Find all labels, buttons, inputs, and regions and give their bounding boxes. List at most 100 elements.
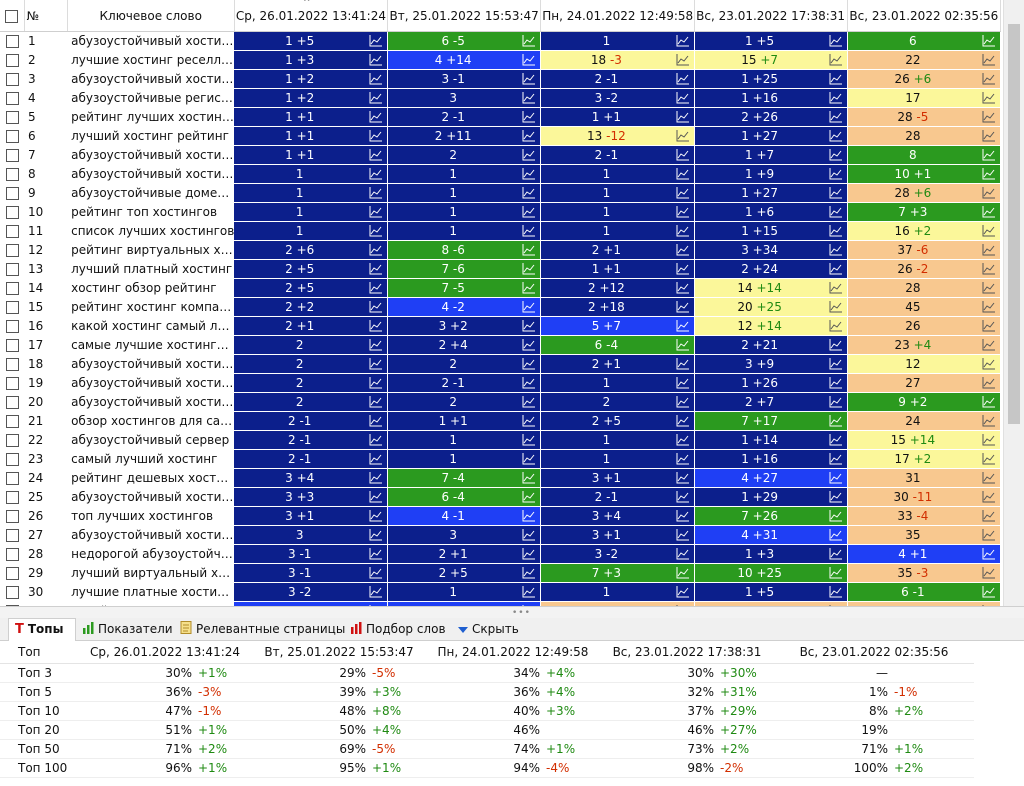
trend-chart-icon[interactable] [676,129,690,142]
keyword-cell[interactable]: абузоустойчивый хостинг vps [67,145,235,165]
row-checkbox[interactable] [5,396,19,409]
trend-chart-icon[interactable] [369,585,383,598]
row-checkbox[interactable] [5,320,19,333]
position-cell[interactable]: 1 +7 [694,145,848,165]
hide-panel-button[interactable]: Скрыть [452,619,526,639]
position-cell[interactable]: 1 +25 [694,69,848,89]
table-row[interactable]: 30 лучшие платные хостинги 3 -2 1 1 1 +5 6 -1 [0,582,1002,602]
position-cell[interactable]: 1 [234,202,389,222]
position-cell[interactable]: 3 +3 [234,487,389,507]
position-cell[interactable]: 1 +15 [694,221,848,241]
position-cell[interactable]: 4 +27 [694,468,848,488]
row-checkbox-cell[interactable] [0,221,25,241]
position-cell[interactable]: 1 [540,164,695,184]
row-checkbox-cell[interactable] [0,487,25,507]
trend-chart-icon[interactable] [982,110,996,123]
keyword-cell[interactable]: хостинг обзор рейтинг [67,278,235,298]
position-cell[interactable]: 1 [387,221,542,241]
trend-chart-icon[interactable] [369,547,383,560]
position-cell[interactable]: 2 -1 [387,107,542,127]
trend-chart-icon[interactable] [829,395,843,408]
position-cell[interactable]: 8 [847,145,1002,165]
position-cell[interactable]: 3 [234,525,389,545]
row-checkbox-cell[interactable] [0,316,25,336]
trend-chart-icon[interactable] [369,243,383,256]
trend-chart-icon[interactable] [829,490,843,503]
position-cell[interactable]: 1 +5 [694,582,848,602]
trend-chart-icon[interactable] [369,186,383,199]
trend-chart-icon[interactable] [829,509,843,522]
table-row[interactable]: 11 список лучших хостингов 1 1 1 1 +15 16 +2 [0,221,1002,241]
row-checkbox-cell[interactable] [0,240,25,260]
keyword-cell[interactable]: рейтинг хостинг компаний [67,297,235,317]
row-checkbox[interactable] [5,111,19,124]
trend-chart-icon[interactable] [369,300,383,313]
column-header-date-4[interactable]: Вс, 23.01.2022 17:38:31 [694,0,848,32]
trend-chart-icon[interactable] [522,566,536,579]
trend-chart-icon[interactable] [829,585,843,598]
keyword-cell[interactable]: абузоустойчивый хостинг купить [67,487,235,507]
keyword-cell[interactable]: лучшие хостинг реселлеры [67,50,235,70]
trend-chart-icon[interactable] [522,528,536,541]
trend-chart-icon[interactable] [829,566,843,579]
position-cell[interactable]: 1 +1 [540,107,695,127]
position-cell[interactable]: 20 +25 [694,297,848,317]
row-checkbox[interactable] [5,415,19,428]
position-cell[interactable]: 30 -11 [847,487,1002,507]
trend-chart-icon[interactable] [522,509,536,522]
trend-chart-icon[interactable] [522,281,536,294]
trend-chart-icon[interactable] [522,110,536,123]
row-checkbox-cell[interactable] [0,50,25,70]
row-checkbox-cell[interactable] [0,544,25,564]
table-row[interactable]: 22 абузоустойчивый сервер 2 -1 1 1 1 +14 15 +1… [0,430,1002,450]
position-cell[interactable]: 9 +2 [847,392,1002,412]
trend-chart-icon[interactable] [676,91,690,104]
position-cell[interactable]: 6 [847,31,1002,51]
row-checkbox[interactable] [5,73,19,86]
trend-chart-icon[interactable] [369,72,383,85]
trend-chart-icon[interactable] [829,205,843,218]
keyword-cell[interactable]: лучший виртуальный хостинг [67,563,235,583]
position-cell[interactable]: 2 +11 [387,126,542,146]
trend-chart-icon[interactable] [676,53,690,66]
trend-chart-icon[interactable] [369,376,383,389]
position-cell[interactable]: 1 +5 [234,31,389,51]
row-checkbox[interactable] [5,168,19,181]
trend-chart-icon[interactable] [982,186,996,199]
position-cell[interactable]: 1 +16 [694,449,848,469]
position-cell[interactable]: 18 -3 [540,50,695,70]
trend-chart-icon[interactable] [369,338,383,351]
tab-word-selection[interactable]: Подбор слов [344,619,448,639]
trend-chart-icon[interactable] [676,34,690,47]
keyword-cell[interactable]: самые лучшие хостинги россии [67,335,235,355]
position-cell[interactable]: 26 +6 [847,69,1002,89]
column-header-number[interactable]: № [24,0,68,32]
row-checkbox[interactable] [5,130,19,143]
trend-chart-icon[interactable] [982,585,996,598]
trend-chart-icon[interactable] [829,243,843,256]
position-cell[interactable]: 1 [387,183,542,203]
row-checkbox-cell[interactable] [0,411,25,431]
position-cell[interactable]: 1 +26 [694,373,848,393]
trend-chart-icon[interactable] [829,547,843,560]
trend-chart-icon[interactable] [829,186,843,199]
trend-chart-icon[interactable] [982,91,996,104]
row-checkbox-cell[interactable] [0,69,25,89]
table-row[interactable]: 5 рейтинг лучших хостингов 1 +1 2 -1 1 +1 2 +… [0,107,1002,127]
position-cell[interactable]: 4 +31 [694,525,848,545]
keyword-cell[interactable]: абузоустойчивый хостинг [67,31,235,51]
trend-chart-icon[interactable] [522,186,536,199]
position-cell[interactable]: 2 +1 [540,240,695,260]
trend-chart-icon[interactable] [522,490,536,503]
trend-chart-icon[interactable] [829,224,843,237]
position-cell[interactable]: 3 -2 [540,544,695,564]
trend-chart-icon[interactable] [982,452,996,465]
trend-chart-icon[interactable] [676,243,690,256]
position-cell[interactable]: 33 -4 [847,506,1002,526]
trend-chart-icon[interactable] [369,262,383,275]
position-cell[interactable]: 2 +12 [540,278,695,298]
position-cell[interactable]: 7 -5 [387,278,542,298]
position-cell[interactable]: 1 [387,202,542,222]
